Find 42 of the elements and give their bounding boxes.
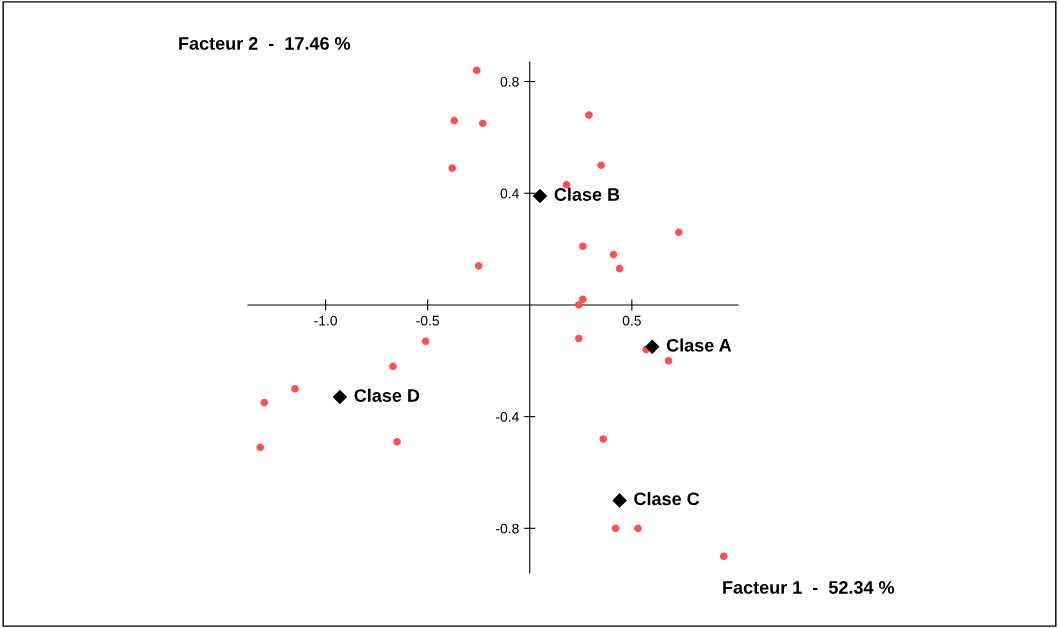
point bbox=[574, 301, 583, 309]
annotation: Clase A bbox=[666, 338, 732, 352]
x-tick-label: -0.5 bbox=[416, 315, 440, 326]
point bbox=[597, 161, 606, 170]
annotation: Clase B bbox=[554, 187, 620, 201]
point bbox=[393, 437, 401, 446]
point bbox=[615, 264, 624, 273]
point bbox=[532, 188, 548, 204]
y-tick-label: -0.8 bbox=[496, 523, 519, 534]
point bbox=[474, 262, 483, 270]
point bbox=[472, 66, 481, 75]
point bbox=[674, 228, 683, 237]
point bbox=[599, 435, 608, 443]
point bbox=[579, 295, 587, 304]
y-axis-title: Facteur 2 - 17.46 % bbox=[179, 37, 351, 50]
point bbox=[421, 337, 430, 346]
y-tick-label: -0.4 bbox=[496, 411, 519, 422]
x-tick-label: 0.5 bbox=[622, 315, 641, 326]
annotation: Clase C bbox=[634, 491, 700, 506]
y-tick-label: 0.8 bbox=[500, 76, 519, 87]
point bbox=[644, 339, 660, 355]
point bbox=[579, 242, 587, 251]
point bbox=[332, 389, 348, 405]
point bbox=[585, 111, 593, 119]
y-tick-label: 0.4 bbox=[500, 188, 519, 199]
point bbox=[256, 443, 265, 452]
annotation: Clase D bbox=[354, 388, 420, 402]
point bbox=[389, 362, 397, 371]
point bbox=[612, 493, 627, 508]
point bbox=[450, 116, 459, 125]
point bbox=[291, 384, 299, 393]
point bbox=[478, 119, 487, 128]
point bbox=[611, 524, 620, 533]
point bbox=[664, 356, 673, 365]
x-axis-title: Facteur 1 - 52.34 % bbox=[723, 581, 895, 594]
point bbox=[260, 398, 269, 407]
point bbox=[609, 250, 618, 259]
x-tick-label: -1.0 bbox=[314, 315, 338, 326]
point bbox=[634, 524, 642, 533]
point bbox=[448, 164, 456, 172]
point bbox=[574, 334, 583, 343]
point bbox=[719, 552, 728, 561]
